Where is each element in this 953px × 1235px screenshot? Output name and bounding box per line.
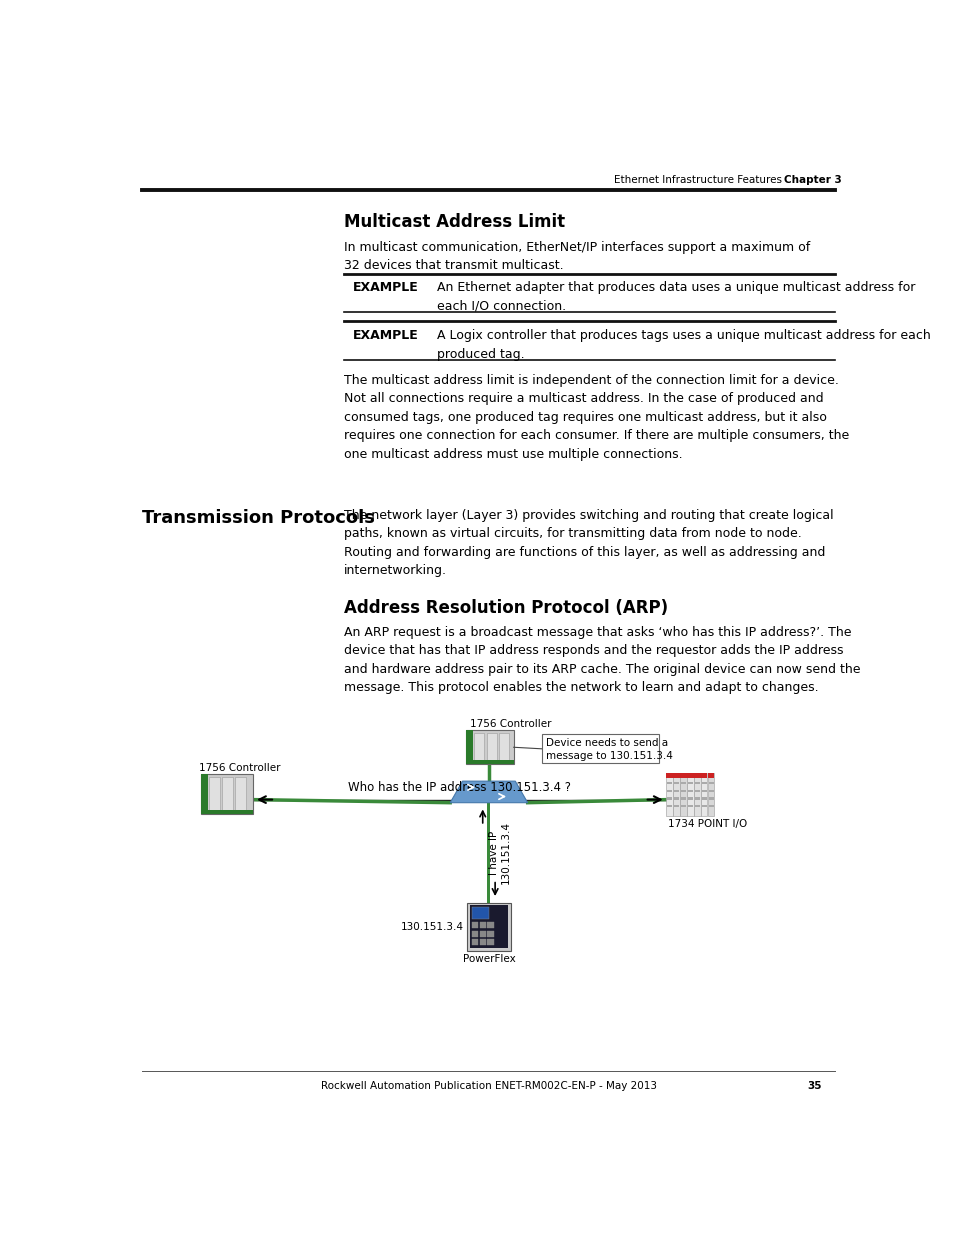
Bar [687,805,692,808]
Bar [472,761,513,764]
Bar [666,782,671,784]
Bar [479,939,485,945]
Bar [666,789,671,792]
Bar [673,773,679,816]
Text: 35: 35 [806,1082,821,1092]
Bar [200,774,253,814]
Bar [474,732,484,762]
Bar [486,732,497,762]
Bar [666,798,671,799]
Bar [472,908,488,919]
Bar [679,773,686,816]
Text: EXAMPLE: EXAMPLE [353,330,418,342]
Bar [465,730,472,764]
Bar [674,782,679,784]
Bar [479,930,485,936]
Text: 1756 Controller: 1756 Controller [199,763,280,773]
Bar [487,930,493,936]
Text: Ethernet Infrastructure Features: Ethernet Infrastructure Features [613,175,781,185]
Bar [686,773,693,778]
Bar [700,773,707,778]
Bar [708,798,713,799]
Bar [701,789,706,792]
Bar [674,789,679,792]
Text: An Ethernet adapter that produces data uses a unique multicast address for
each : An Ethernet adapter that produces data u… [436,282,915,312]
Text: I have IP
130.151.3.4: I have IP 130.151.3.4 [489,821,510,884]
Text: 1756 Controller: 1756 Controller [469,719,551,729]
Bar [695,798,699,799]
Text: PowerFlex: PowerFlex [462,955,515,965]
Text: 130.151.3.4: 130.151.3.4 [400,921,463,931]
Bar [674,805,679,808]
Bar [469,905,508,948]
Bar [679,773,686,778]
Bar [498,732,509,762]
Bar [695,805,699,808]
Bar [465,730,513,764]
Bar [701,798,706,799]
Text: In multicast communication, EtherNet/IP interfaces support a maximum of
32 devic: In multicast communication, EtherNet/IP … [344,241,809,272]
Bar [541,734,659,763]
Bar [701,782,706,784]
Bar [708,805,713,808]
Bar [701,805,706,808]
Bar [472,939,477,945]
Bar [694,773,700,816]
Text: Device needs to send a
message to 130.151.3.4: Device needs to send a message to 130.15… [546,739,673,761]
Bar [235,777,246,811]
Text: An ARP request is a broadcast message that asks ‘who has this IP address?’. The
: An ARP request is a broadcast message th… [344,626,860,694]
Bar [694,773,700,778]
Bar [695,789,699,792]
Text: Multicast Address Limit: Multicast Address Limit [344,212,564,231]
Text: Who has the IP address 130.151.3.4 ?: Who has the IP address 130.151.3.4 ? [348,782,571,794]
Bar [707,773,714,816]
Bar [222,777,233,811]
Bar [467,903,510,951]
Bar [487,939,493,945]
Text: The multicast address limit is independent of the connection limit for a device.: The multicast address limit is independe… [344,374,848,461]
Bar [487,803,490,903]
Text: Address Resolution Protocol (ARP): Address Resolution Protocol (ARP) [344,599,667,616]
Bar [680,798,685,799]
Bar [208,810,253,814]
Text: The network layer (Layer 3) provides switching and routing that create logical
p: The network layer (Layer 3) provides swi… [344,509,833,577]
Bar [700,773,707,816]
Bar [680,789,685,792]
Bar [666,773,672,778]
Bar [472,923,477,929]
Bar [479,923,485,929]
Text: Rockwell Automation Publication ENET-RM002C-EN-P - May 2013: Rockwell Automation Publication ENET-RM0… [320,1082,657,1092]
Bar [695,782,699,784]
Bar [707,773,714,778]
Bar [687,789,692,792]
Bar [687,782,692,784]
Text: EXAMPLE: EXAMPLE [353,282,418,294]
Bar [680,805,685,808]
Text: 1734 POINT I/O: 1734 POINT I/O [667,819,746,829]
Bar [708,782,713,784]
Bar [487,923,493,929]
Bar [666,773,672,816]
Bar [666,805,671,808]
Bar [200,774,208,814]
Text: Transmission Protocols: Transmission Protocols [142,509,375,526]
Text: Chapter 3: Chapter 3 [783,175,841,185]
Bar [472,930,477,936]
Bar [209,777,220,811]
Polygon shape [450,782,527,803]
Bar [680,782,685,784]
Bar [673,773,679,778]
Bar [686,773,693,816]
Text: A Logix controller that produces tags uses a unique multicast address for each
p: A Logix controller that produces tags us… [436,330,930,361]
Bar [674,798,679,799]
Bar [687,798,692,799]
Bar [708,789,713,792]
